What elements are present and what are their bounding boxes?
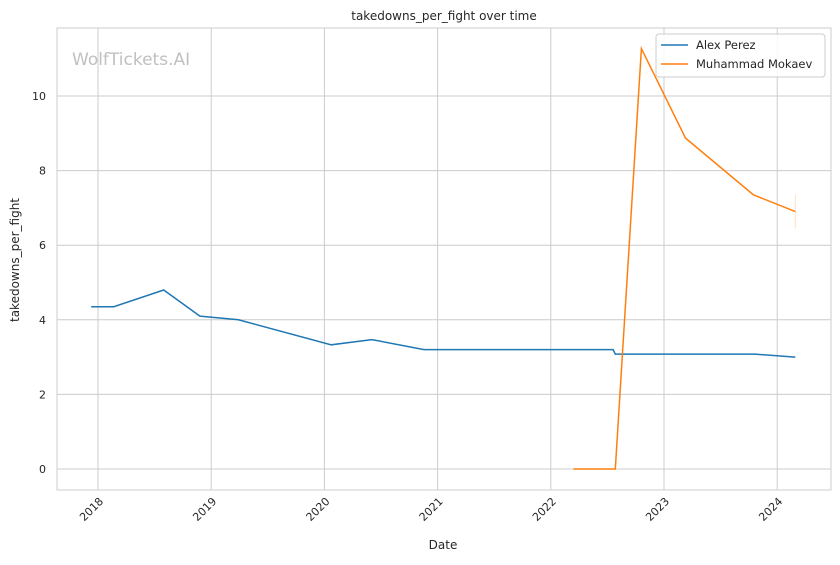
y-tick-label: 8 [39,165,46,178]
legend-label-muhammad-mokaev: Muhammad Mokaev [696,57,812,71]
x-tick-label: 2019 [190,495,219,524]
x-tick-label: 2021 [417,495,446,524]
x-tick-labels: 2018 2019 2020 2021 2022 2023 2024 [77,495,785,524]
x-tick-label: 2024 [756,495,785,524]
y-tick-label: 6 [39,239,46,252]
x-tick-label: 2023 [643,495,672,524]
y-tick-label: 4 [39,314,46,327]
y-tick-label: 10 [32,90,46,103]
legend-box [655,33,826,78]
x-tick-label: 2018 [77,495,106,524]
watermark: WolfTickets.AI [72,50,190,70]
legend: Alex Perez Muhammad Mokaev [655,33,826,78]
chart-title: takedowns_per_fight over time [351,9,537,23]
x-tick-label: 2020 [304,495,333,524]
legend-label-alex-perez: Alex Perez [696,38,756,52]
grid [57,28,831,490]
x-tick-label: 2022 [530,495,559,524]
series-lines [91,45,796,470]
x-axis-label: Date [429,538,458,552]
y-tick-label: 0 [39,463,46,476]
y-axis-label: takedowns_per_fight [8,198,22,322]
series-line-muhammad-mokaev [573,45,796,470]
plot-area-frame [56,27,832,491]
y-tick-label: 2 [39,388,46,401]
series-line-alex-perez [91,289,796,358]
y-tick-labels: 0 2 4 6 8 10 [32,90,46,476]
